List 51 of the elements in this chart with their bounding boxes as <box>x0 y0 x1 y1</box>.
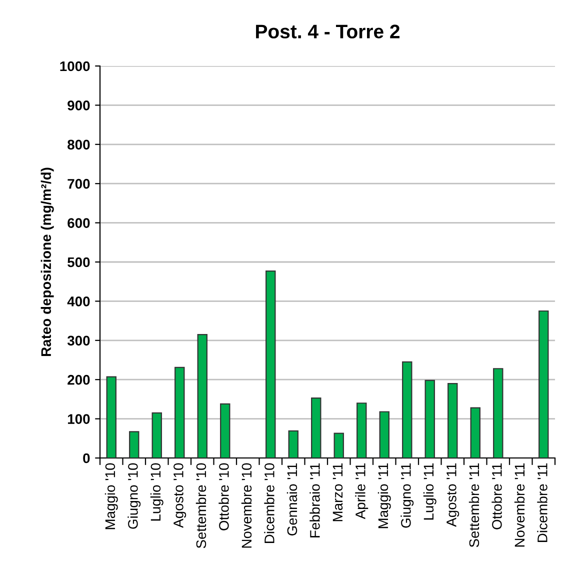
x-tick-label: Giugno '11 <box>400 463 414 528</box>
x-tick-label: Settembre '11 <box>468 463 480 548</box>
x-tick-label: Dicembre '10 <box>264 463 274 543</box>
x-tick-label: Giugno '10 <box>128 463 141 529</box>
bar <box>334 432 344 458</box>
x-tick-label: Ottobre '11 <box>492 463 502 530</box>
x-tick-label: Luglio '10 <box>150 463 164 521</box>
bar <box>311 397 322 458</box>
y-tick-label: 200 <box>68 374 90 385</box>
bar <box>448 382 458 458</box>
y-tick-label: 900 <box>68 100 90 110</box>
x-tick-label: Agosto '10 <box>174 463 186 528</box>
y-tick-label: 700 <box>68 178 90 189</box>
x-tick-label: Dicembre '11 <box>537 463 548 542</box>
x-tick-label: Maggio '10 <box>104 463 118 530</box>
bar <box>493 368 504 458</box>
bar <box>129 431 140 458</box>
bar <box>379 411 390 458</box>
bar <box>197 334 208 458</box>
y-tick-label: 100 <box>68 414 90 424</box>
bar <box>356 402 367 458</box>
bar <box>266 270 276 458</box>
bar <box>106 376 116 458</box>
x-tick-label: Agosto '11 <box>446 463 460 527</box>
bar <box>402 361 412 458</box>
bar <box>152 412 162 458</box>
y-axis-title: Rateo deposizione (mg/m²/d) <box>40 168 54 356</box>
y-tick-label: 400 <box>67 296 90 306</box>
x-tick-label: Ottobre '10 <box>218 463 229 530</box>
y-tick-label: 300 <box>67 336 90 346</box>
x-tick-label: Aprile '11 <box>355 463 368 520</box>
y-tick-label: 500 <box>68 257 90 268</box>
y-tick-label: 800 <box>68 140 90 150</box>
x-tick-label: Febbraio '11 <box>310 463 320 538</box>
bar <box>220 403 230 458</box>
x-tick-label: Luglio '11 <box>423 463 436 520</box>
x-tick-label: Marzo '11 <box>332 463 343 522</box>
x-tick-label: Settembre '10 <box>196 463 206 548</box>
x-tick-label: Novembre '10 <box>241 463 252 548</box>
bar <box>538 310 549 458</box>
bar <box>288 430 298 458</box>
chart-title: Post. 4 - Torre 2 <box>256 24 400 38</box>
bar <box>470 407 480 458</box>
bar <box>174 366 185 458</box>
x-tick-label: Gennaio '11 <box>286 463 298 536</box>
y-tick-label: 600 <box>68 218 90 228</box>
y-tick-label: 1000 <box>60 61 90 72</box>
x-tick-label: Maggio '11 <box>378 463 391 528</box>
y-tick-label: 0 <box>83 453 90 464</box>
bar <box>424 380 435 458</box>
x-tick-label: Novembre '11 <box>514 463 525 547</box>
